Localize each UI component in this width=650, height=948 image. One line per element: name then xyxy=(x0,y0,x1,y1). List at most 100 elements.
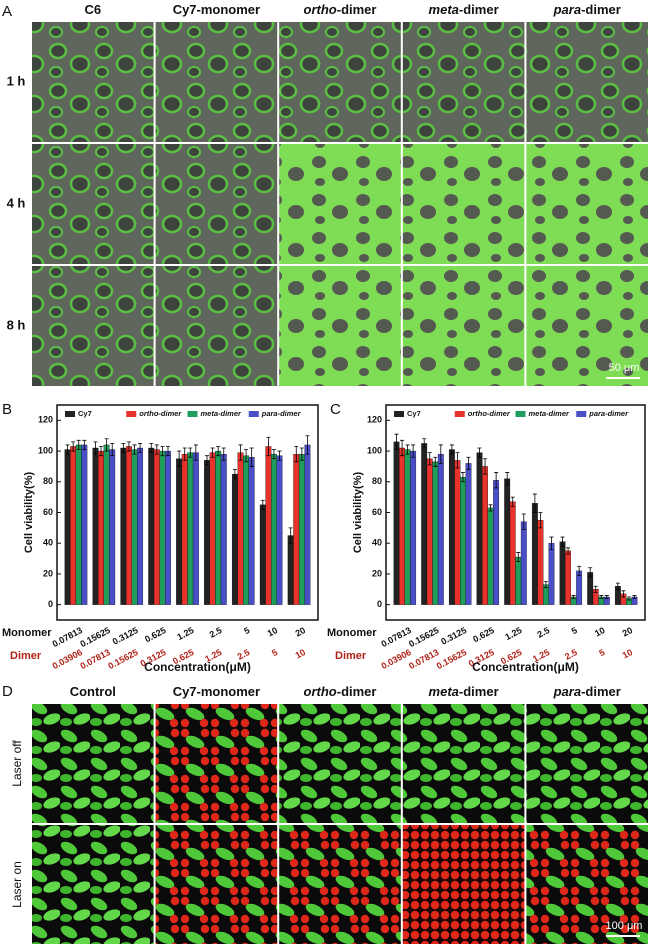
row-label: 4 h xyxy=(7,195,26,210)
row-label: 1 h xyxy=(7,73,26,88)
bar xyxy=(576,570,583,605)
micrograph xyxy=(279,22,401,142)
error-bar xyxy=(138,442,143,454)
error-bar xyxy=(266,436,271,457)
row-label: 8 h xyxy=(7,317,26,332)
error-bar xyxy=(305,435,310,455)
error-bar xyxy=(588,567,593,578)
x-tick-label: 0.625 xyxy=(471,625,496,644)
error-bar xyxy=(460,472,465,483)
x-tick-label: 0.3125 xyxy=(111,625,140,647)
bar xyxy=(70,446,77,605)
scale-bar-label: 50 μm xyxy=(609,362,640,374)
x-tick-label-dimer: 10 xyxy=(621,647,635,661)
y-tick-label: 80 xyxy=(43,476,53,486)
error-bar xyxy=(488,504,493,512)
error-bar xyxy=(188,447,193,458)
error-bar xyxy=(566,547,571,555)
legend-label: para-dimer xyxy=(261,409,302,418)
error-bar xyxy=(104,438,109,452)
x-tick-label: 1.25 xyxy=(503,625,523,642)
bar xyxy=(559,541,566,605)
x-tick-label-dimer: 0.03906 xyxy=(379,647,412,671)
error-bar xyxy=(182,447,187,461)
error-bar xyxy=(455,452,460,469)
micrograph xyxy=(32,825,154,944)
y-tick-label: 100 xyxy=(367,445,382,455)
bar xyxy=(92,447,99,605)
x-tick-label: 0.07813 xyxy=(379,625,412,649)
bar xyxy=(448,449,455,605)
header-text: Control xyxy=(70,684,116,699)
error-bar xyxy=(244,449,249,463)
bar xyxy=(265,446,272,605)
error-bar xyxy=(621,590,626,598)
micrograph xyxy=(155,266,278,386)
x-tick-label-dimer: 0.07813 xyxy=(407,647,440,671)
error-bar xyxy=(477,447,482,458)
y-tick-label: 40 xyxy=(43,538,53,548)
error-bar xyxy=(160,446,165,457)
bar xyxy=(181,453,188,605)
bar xyxy=(259,504,266,605)
x-tick-label-dimer: 0.07813 xyxy=(78,647,111,671)
bar xyxy=(454,460,461,605)
header-text: -dimer xyxy=(581,2,621,17)
micrograph xyxy=(402,825,525,944)
bar xyxy=(520,521,527,605)
error-bar xyxy=(543,581,548,589)
error-bar xyxy=(521,513,526,530)
x-axis-label: Concentration(μM) xyxy=(144,660,251,674)
header-text: -dimer xyxy=(337,2,377,17)
bar xyxy=(482,466,488,605)
column-header: meta-dimer xyxy=(429,684,499,699)
row-label: Laser on xyxy=(10,861,24,908)
bar xyxy=(298,453,305,605)
header-text: Cy7-monomer xyxy=(173,2,260,17)
bar xyxy=(103,444,110,605)
panel-label: D xyxy=(2,683,13,700)
bar xyxy=(176,458,183,605)
bar xyxy=(276,455,283,605)
bar xyxy=(432,461,439,605)
x-tick-label: 20 xyxy=(294,625,308,639)
y-tick-label: 0 xyxy=(377,599,382,609)
header-italic: para xyxy=(553,2,581,17)
y-tick-label: 100 xyxy=(38,445,53,455)
bar xyxy=(476,452,483,605)
error-bar xyxy=(411,444,416,458)
y-tick-label: 60 xyxy=(43,507,53,517)
y-tick-label: 20 xyxy=(43,568,53,578)
error-bar xyxy=(449,444,454,455)
error-bar xyxy=(632,595,637,599)
legend-label: ortho-dimer xyxy=(139,409,182,418)
x-tick-label: 2.5 xyxy=(535,625,551,640)
panel-label: C xyxy=(330,401,341,418)
x-tick-label: 20 xyxy=(621,625,635,639)
x-axis-label: Concentration(μM) xyxy=(472,660,579,674)
header-italic: meta xyxy=(429,2,459,17)
header-italic: ortho xyxy=(304,2,337,17)
x-tick-label: 5 xyxy=(570,625,579,636)
bar xyxy=(192,452,199,605)
bar xyxy=(125,446,132,605)
error-bar xyxy=(71,441,76,452)
x-tick-label: 0.625 xyxy=(143,625,168,644)
category-row-label: Monomer xyxy=(2,627,52,639)
category-row-label: Monomer xyxy=(327,627,377,639)
error-bar xyxy=(405,444,410,455)
bar xyxy=(271,453,277,605)
micrograph xyxy=(155,825,278,944)
error-bar xyxy=(466,456,471,470)
error-bar xyxy=(505,472,510,486)
bar xyxy=(548,543,555,605)
y-tick-label: 0 xyxy=(48,599,53,609)
legend-swatch xyxy=(65,411,75,417)
bar xyxy=(487,507,494,605)
error-bar xyxy=(538,512,543,529)
error-bar xyxy=(288,527,293,544)
x-tick-label-dimer: 0.03906 xyxy=(51,647,84,671)
error-bar xyxy=(65,444,70,455)
bar xyxy=(153,449,160,605)
bar xyxy=(204,460,210,605)
